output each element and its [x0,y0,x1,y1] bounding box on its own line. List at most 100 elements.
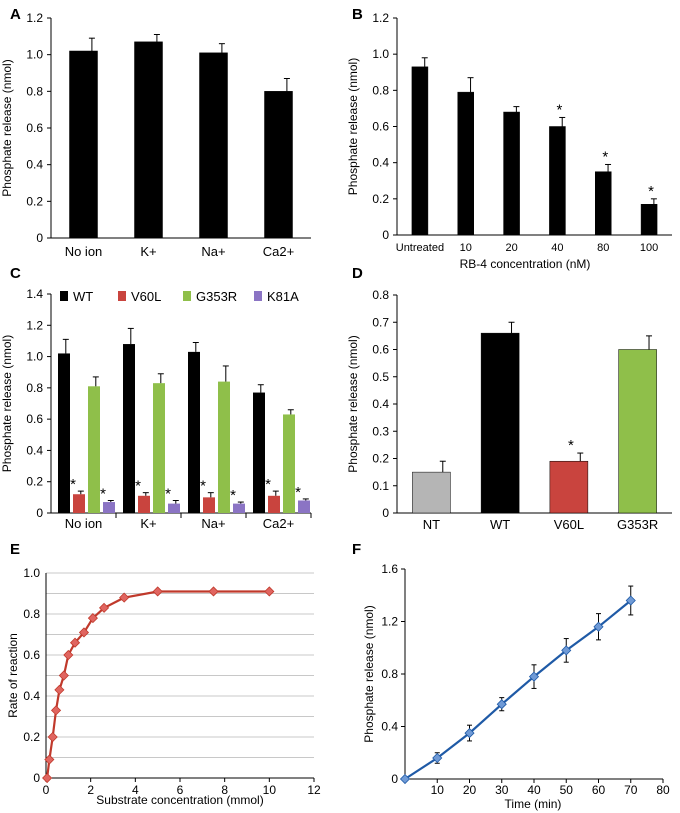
x-category-label: K+ [140,516,156,531]
y-tick-label: 0.6 [23,648,40,662]
bar-wt [58,353,70,513]
x-category-label: K+ [140,244,156,259]
significance-marker: * [648,183,654,200]
bar [69,50,98,239]
y-tick-label: 0 [382,506,389,520]
data-point [42,772,53,784]
x-category-label: Na+ [201,516,225,531]
y-axis-title: Phosphate release (nmol) [0,335,14,472]
bar [480,332,520,514]
data-point [264,586,275,597]
y-tick-label: 0.5 [372,370,389,384]
bar-k81a [168,503,180,513]
bar [595,171,612,236]
y-tick-label: 0.2 [23,730,40,744]
x-category-label: G353R [617,517,658,532]
bar [549,460,589,514]
x-category-label: WT [490,517,510,532]
x-tick-label: 60 [592,783,606,797]
significance-marker: * [230,487,236,504]
data-point [593,621,604,632]
x-tick-label: 8 [221,783,228,797]
data-point [432,752,443,764]
bar [412,471,451,514]
y-axis-title: Phosphate release (nmol) [346,335,360,472]
y-tick-label: 0.6 [372,120,389,134]
bar-g353r [153,383,165,513]
legend-swatch-wt [60,291,68,301]
significance-marker: * [295,484,301,501]
bar-v60l [138,495,150,513]
x-tick-label: 40 [527,783,541,797]
data-point [54,684,65,695]
y-tick-label: 0.4 [372,397,389,411]
data-point [399,773,411,785]
legend-swatch-v60l [118,291,126,301]
y-tick-label: 1.2 [381,615,398,629]
y-tick-label: 0.8 [26,381,43,395]
x-tick-label: 12 [307,783,321,797]
data-point [44,754,55,765]
data-point [47,731,58,743]
y-tick-label: 0 [382,228,389,242]
data-point [464,727,475,739]
y-tick-label: 0.4 [23,689,40,703]
y-tick-label: 0 [33,771,40,785]
legend-label-wt: WT [73,289,93,304]
y-tick-label: 0.4 [381,720,398,734]
data-point [119,592,130,603]
y-tick-label: 0.8 [372,83,389,97]
significance-marker: * [70,476,76,493]
significance-marker: * [602,148,608,165]
bar [264,91,293,239]
y-tick-label: 0.6 [372,343,389,357]
y-tick-label: 0 [36,506,43,520]
y-tick-label: 1.0 [23,566,40,580]
bar-v60l [203,497,215,513]
bar-wt [188,351,200,513]
significance-marker: * [200,478,206,495]
x-tick-label: 50 [560,783,574,797]
y-axis-title: Phosphate release (nmol) [346,58,360,195]
y-tick-label: 1.0 [26,350,43,364]
data-point [99,602,110,613]
x-category-label: NT [423,517,440,532]
bar-k81a [103,502,115,513]
x-category-label: 80 [597,242,609,254]
significance-marker: * [165,485,171,502]
bar-g353r [88,386,100,513]
x-category-label: Untreated [396,242,444,254]
panel-label-d: D [352,265,363,282]
significance-marker: * [135,478,141,495]
bar [549,126,566,236]
data-point [208,586,219,597]
data-point [69,637,81,648]
bar [640,204,658,236]
data-point [50,705,62,716]
y-tick-label: 0.8 [381,667,398,681]
legend-label-v60l: V60L [131,289,161,304]
bar [457,91,474,236]
bar [411,66,429,236]
y-tick-label: 0.7 [372,315,389,329]
x-category-label: No ion [65,244,103,259]
y-tick-label: 0.8 [26,84,43,98]
bar-v60l [268,495,280,513]
y-axis-title: Phosphate release (nmol) [0,59,14,196]
x-axis-title: Time (min) [505,797,562,811]
x-category-label: Ca2+ [263,244,294,259]
y-tick-label: 1.6 [381,562,398,576]
bar-k81a [233,503,245,513]
panel-label-a: A [10,6,21,23]
x-category-label: 20 [505,242,517,254]
y-tick-label: 1.0 [372,47,389,61]
y-tick-label: 1.2 [26,318,43,332]
y-tick-label: 0.6 [26,412,43,426]
y-axis-title: Rate of reaction [6,633,20,718]
bar [618,349,657,514]
x-axis-title: Substrate concentration (mmol) [96,793,263,807]
charts: 0 0.2 0.4 0.6 0.8 1.0 1.2 No ion K+ Na+ Ca2+ Phosph… [0,11,672,811]
significance-marker: * [265,476,271,493]
x-category-label: Ca2+ [263,516,294,531]
